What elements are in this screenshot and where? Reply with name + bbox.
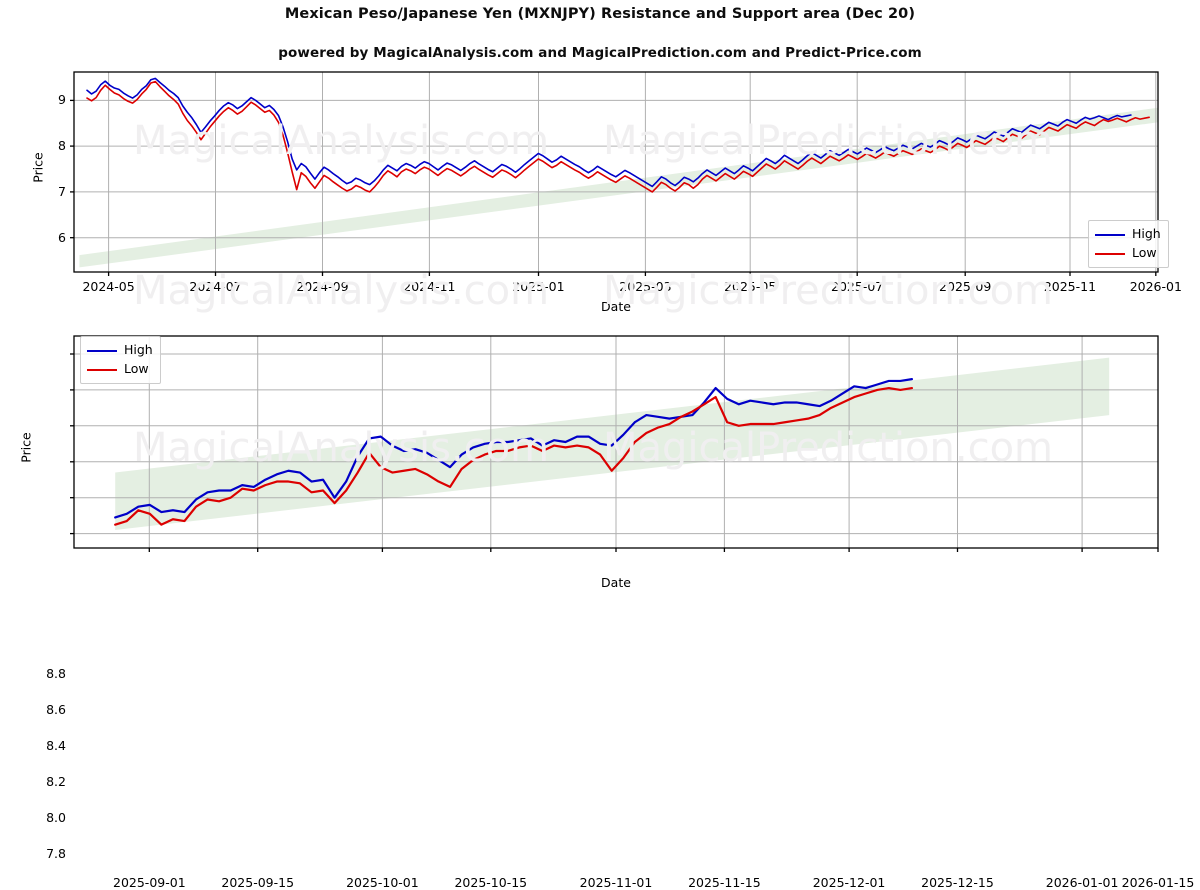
x-tick-label: 2025-05 — [724, 279, 777, 294]
legend-line-high-icon — [1095, 233, 1125, 236]
overview-plot-area — [70, 71, 1159, 276]
legend-line-low-icon — [1095, 252, 1125, 255]
x-tick-label: 2025-11 — [1043, 279, 1097, 294]
series-line-low — [114, 386, 914, 526]
x-tick-label: 2025-09 — [939, 279, 992, 294]
y-tick-label: 8 — [58, 138, 66, 154]
y-tick-label: 7.8 — [46, 845, 66, 861]
y-tick-label: 8.0 — [46, 809, 66, 825]
detail-legend-label-low: Low — [124, 361, 149, 377]
detail-legend-label-high: High — [124, 342, 153, 358]
overview-chart-panel: Price Date High Low 6 7 8 9 2024-05 2024-07 20… — [0, 0, 1200, 320]
overview-legend-item-high: High — [1095, 225, 1161, 244]
x-tick-label: 2025-09-15 — [221, 875, 295, 890]
detail-chart-panel: Price Date High Low 7.8 8.0 8.2 8.4 8.6 8.8 20… — [0, 320, 1200, 890]
overview-legend: High Low — [1088, 220, 1169, 268]
x-tick-label: 2024-07 — [189, 279, 242, 294]
x-tick-label: 2025-10-15 — [454, 875, 528, 890]
overview-legend-label-high: High — [1132, 226, 1161, 242]
y-tick-label: 8.2 — [46, 773, 66, 789]
x-tick-label: 2025-11-01 — [579, 875, 653, 890]
series-line-high — [114, 378, 914, 519]
y-tick-label: 8.4 — [46, 737, 66, 753]
x-tick-label: 2025-09-01 — [113, 875, 186, 890]
x-tick-label: 2024-05 — [82, 279, 135, 294]
page-title: Mexican Peso/Japanese Yen (MXNJPY) Resis… — [284, 6, 916, 22]
series-line-low — [86, 80, 1150, 193]
support-resistance-band — [79, 107, 1158, 268]
plot-frame — [73, 71, 1159, 273]
detail-legend-item-high: High — [87, 341, 153, 360]
overview-legend-item-low: Low — [1095, 244, 1161, 263]
y-tick-label: 8.8 — [46, 665, 66, 681]
y-tick-label: 9 — [58, 92, 66, 108]
series-line-high — [86, 77, 1132, 188]
x-tick-label: 2026-01 — [1129, 279, 1182, 294]
detail-y-axis-label: Price — [18, 432, 34, 463]
x-tick-label: 2026-01-15 — [1121, 875, 1195, 890]
x-tick-label: 2025-10-01 — [346, 875, 419, 890]
x-tick-label: 2025-12-01 — [812, 875, 886, 890]
x-tick-label: 2025-11-15 — [688, 875, 761, 890]
x-tick-label: 2024-11 — [403, 279, 456, 294]
x-tick-label: 2025-12-15 — [921, 875, 994, 890]
detail-legend-item-low: Low — [87, 360, 153, 379]
x-tick-label: 2025-03 — [619, 279, 672, 294]
x-tick-label: 2024-09 — [296, 279, 349, 294]
detail-x-axis-label: Date — [601, 575, 631, 590]
x-tick-label: 2025-01 — [512, 279, 565, 294]
y-tick-label: 7 — [58, 183, 66, 199]
legend-line-low-icon — [87, 368, 117, 371]
detail-legend: High Low — [80, 336, 161, 384]
detail-plot-area — [70, 335, 1159, 552]
y-tick-label: 6 — [58, 229, 66, 245]
overview-legend-label-low: Low — [1132, 245, 1157, 261]
y-tick-label: 8.6 — [46, 701, 66, 717]
x-tick-label: 2025-07 — [831, 279, 884, 294]
legend-line-high-icon — [87, 349, 117, 352]
page-subtitle: powered by MagicalAnalysis.com and Magic… — [278, 45, 922, 61]
overview-x-axis-label: Date — [601, 299, 631, 314]
